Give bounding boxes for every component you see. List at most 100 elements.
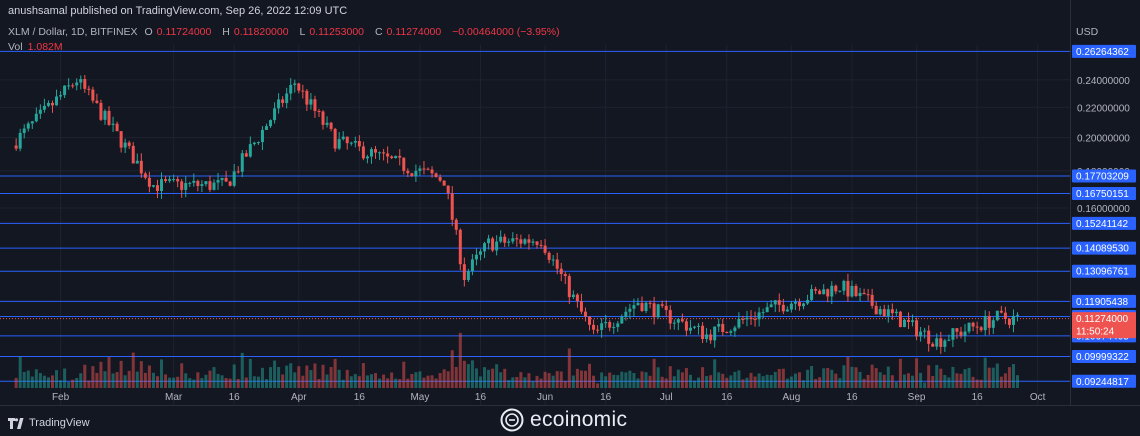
volume-bar — [188, 378, 192, 388]
volume-bar — [180, 363, 184, 388]
candle-body — [511, 238, 515, 242]
tradingview-logo[interactable]: TradingView — [8, 417, 90, 429]
volume-bar — [539, 378, 543, 388]
candle-body — [192, 180, 196, 183]
volume-bar — [604, 376, 608, 388]
volume-bar — [418, 371, 422, 388]
x-tick-label: Mar — [165, 392, 183, 403]
volume-bar — [426, 375, 430, 388]
x-tick-label: Sep — [908, 392, 926, 403]
candle-body — [406, 170, 410, 174]
price-level-label: 0.16750151 — [1076, 189, 1129, 200]
volume-bar — [361, 363, 365, 388]
candle-body — [559, 268, 563, 275]
candle-body — [240, 153, 244, 172]
volume-bar — [168, 377, 172, 388]
candle-body — [454, 219, 458, 230]
candle-body — [87, 88, 91, 90]
volume-bar — [834, 373, 838, 388]
candle-body — [34, 113, 38, 122]
volume-bar — [478, 376, 482, 388]
volume-bar — [232, 364, 236, 388]
candle-body — [999, 310, 1003, 313]
candle-body — [151, 185, 155, 187]
candle-body — [495, 241, 499, 251]
volume-bar — [729, 375, 733, 388]
volume-bar — [38, 373, 42, 388]
volume-bar — [422, 377, 426, 388]
candle-body — [14, 145, 18, 149]
volume-bar — [810, 366, 814, 388]
volume-bar — [228, 378, 232, 388]
candle-body — [236, 171, 240, 173]
candle-body — [160, 179, 164, 192]
symbol-label[interactable]: XLM / Dollar, 1D, BITFINEX — [8, 26, 138, 38]
volume-bar — [636, 378, 640, 388]
ecoinomic-logo-icon — [500, 408, 524, 432]
candle-body — [951, 328, 955, 340]
candle-body — [906, 319, 910, 322]
candle-body — [592, 324, 596, 330]
candle-body — [184, 183, 188, 190]
volume-bar — [733, 371, 737, 388]
candle-body — [931, 343, 935, 347]
volume-bar — [826, 368, 830, 388]
candle-body — [547, 252, 551, 260]
candle-body — [164, 179, 168, 181]
candle-body — [915, 320, 919, 337]
volume-bar — [870, 364, 874, 388]
candle-body — [927, 330, 931, 344]
candle-body — [386, 153, 390, 157]
volume-bar — [761, 376, 765, 388]
candle-body — [285, 93, 289, 104]
volume-bar — [789, 376, 793, 388]
candle-body — [71, 85, 75, 87]
candle-body — [305, 90, 309, 105]
candle-body — [325, 122, 329, 125]
candle-body — [826, 289, 830, 297]
x-tick-label: 16 — [475, 392, 487, 403]
x-tick-label: May — [410, 392, 429, 403]
x-tick-label: Feb — [52, 392, 70, 403]
candle-body — [75, 82, 79, 86]
candle-body — [866, 294, 870, 296]
candle-body — [321, 111, 325, 125]
candle-body — [216, 180, 220, 183]
x-tick-label: Jul — [660, 392, 673, 403]
volume-bar — [111, 373, 115, 388]
candle-body — [422, 168, 426, 170]
volume-bar — [959, 373, 963, 388]
candle-body — [672, 322, 676, 324]
volume-bar — [474, 368, 478, 388]
volume-bar — [612, 374, 616, 388]
volume-bar — [902, 374, 906, 388]
candle-body — [753, 319, 757, 321]
close-value: 0.11274000 — [386, 26, 442, 38]
candle-body — [652, 303, 656, 318]
volume-bar — [987, 367, 991, 388]
candle-body — [483, 243, 487, 252]
volume-bar — [454, 367, 458, 388]
candle-body — [765, 307, 769, 313]
candle-body — [737, 318, 741, 328]
volume-bar — [273, 360, 277, 388]
candle-body — [810, 289, 814, 300]
volume-bar — [979, 379, 983, 388]
candle-body — [846, 280, 850, 297]
candle-body — [204, 181, 208, 185]
volume-bar — [87, 380, 91, 388]
volume-bar — [983, 357, 987, 388]
volume-bar — [713, 359, 717, 388]
candle-body — [854, 285, 858, 296]
candle-body — [555, 259, 559, 269]
candle-body — [1003, 312, 1007, 319]
volume-label[interactable]: Vol — [8, 41, 23, 53]
volume-bar — [277, 367, 281, 388]
volume-bar — [204, 374, 208, 388]
volume-bar — [999, 376, 1003, 388]
x-tick-label: Apr — [291, 392, 307, 403]
candle-body — [793, 301, 797, 304]
candle-body — [705, 334, 709, 340]
volume-bar — [139, 361, 143, 388]
